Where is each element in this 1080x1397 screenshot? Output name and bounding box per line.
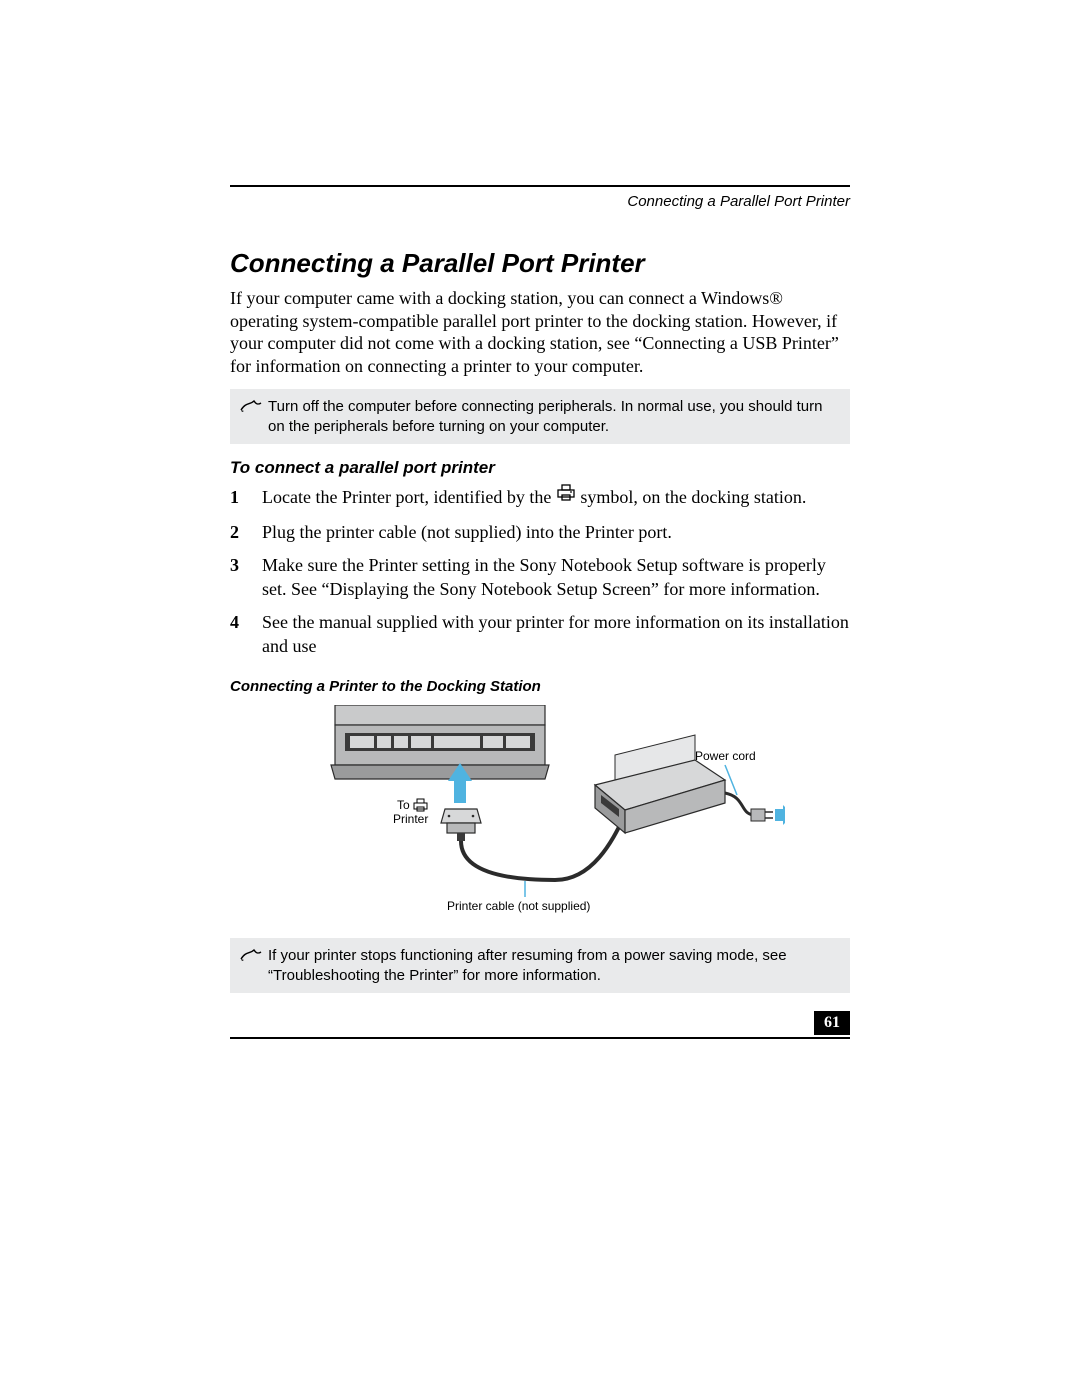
printer-icon	[414, 799, 427, 811]
label-to: To	[397, 798, 410, 812]
note-icon	[240, 399, 262, 418]
intro-paragraph: If your computer came with a docking sta…	[230, 287, 850, 377]
step-body: Make sure the Printer setting in the Son…	[262, 554, 850, 601]
step-3: 3 Make sure the Printer setting in the S…	[230, 554, 850, 601]
step-number: 2	[230, 521, 244, 544]
step-body: Locate the Printer port, identified by t…	[262, 486, 850, 511]
step-number: 3	[230, 554, 244, 601]
label-power-cord: Power cord	[695, 749, 756, 763]
page: Connecting a Parallel Port Printer Conne…	[0, 0, 1080, 1397]
arrow-right-icon	[775, 805, 785, 825]
note-box-1: Turn off the computer before connecting …	[230, 389, 850, 444]
parallel-connector	[441, 809, 481, 841]
steps-list: 1 Locate the Printer port, identified by…	[230, 486, 850, 658]
note-icon	[240, 948, 262, 967]
step-text-after: symbol, on the docking station.	[576, 487, 806, 507]
footer: 61	[230, 1037, 850, 1039]
step-text-before: Locate the Printer port, identified by t…	[262, 487, 556, 507]
page-title: Connecting a Parallel Port Printer	[230, 248, 850, 279]
label-printer: Printer	[393, 812, 428, 826]
label-printer-cable: Printer cable (not supplied)	[447, 899, 590, 913]
step-number: 4	[230, 611, 244, 658]
printer	[595, 705, 725, 833]
note-text-1: Turn off the computer before connecting …	[268, 397, 840, 436]
subheading: To connect a parallel port printer	[230, 458, 850, 478]
step-body: Plug the printer cable (not supplied) in…	[262, 521, 850, 544]
page-number: 61	[814, 1011, 850, 1035]
printer-cable	[461, 815, 625, 880]
printer-icon	[556, 484, 576, 508]
top-rule	[230, 185, 850, 187]
step-1: 1 Locate the Printer port, identified by…	[230, 486, 850, 511]
note-box-2: If your printer stops functioning after …	[230, 938, 850, 993]
docking-station	[331, 705, 549, 779]
figure-caption: Connecting a Printer to the Docking Stat…	[230, 678, 850, 695]
callout-line-power	[725, 765, 737, 795]
figure: To Printer Printer cable (not supplied)	[295, 705, 785, 920]
power-cord	[725, 793, 753, 815]
note-text-2: If your printer stops functioning after …	[268, 946, 840, 985]
step-body: See the manual supplied with your printe…	[262, 611, 850, 658]
power-plug	[751, 809, 773, 821]
step-number: 1	[230, 486, 244, 511]
step-2: 2 Plug the printer cable (not supplied) …	[230, 521, 850, 544]
step-4: 4 See the manual supplied with your prin…	[230, 611, 850, 658]
bottom-rule	[230, 1037, 850, 1039]
running-head: Connecting a Parallel Port Printer	[230, 193, 850, 210]
